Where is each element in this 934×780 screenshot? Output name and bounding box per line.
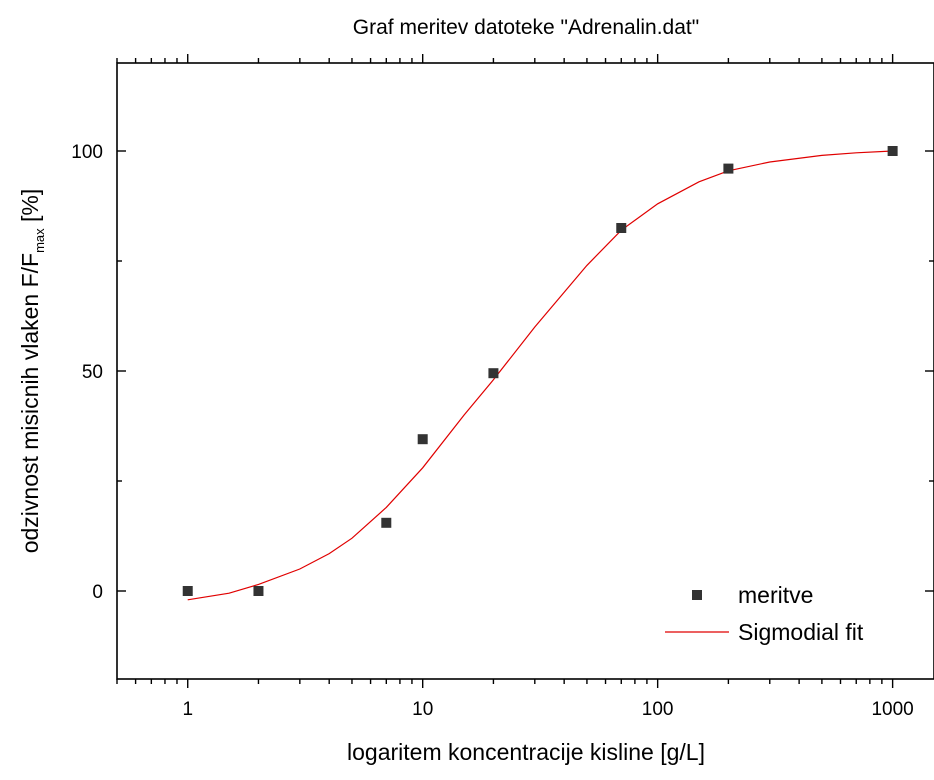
data-point	[182, 586, 193, 596]
data-point	[723, 163, 734, 174]
data-point	[616, 223, 627, 233]
y-tick-label: 0	[92, 582, 103, 603]
x-axis-label: logaritem koncentracije kisline [g/L]	[347, 739, 705, 765]
data-point	[488, 368, 499, 379]
data-point	[887, 146, 898, 156]
legend-marker-meritve	[692, 590, 702, 600]
x-tick-label: 100	[642, 699, 674, 720]
y-axis-label-suffix: [%]	[17, 189, 43, 229]
y-axis-label: odzivnost misicnih vlaken F/Fmax [%]	[17, 189, 47, 554]
x-tick-label: 10	[412, 699, 433, 720]
y-axis-label-subscript: max	[32, 228, 47, 253]
data-point	[253, 586, 264, 596]
legend-label-meritve: meritve	[738, 582, 813, 608]
y-axis-label-main: odzivnost misicnih vlaken F/F	[17, 253, 43, 553]
data-point	[417, 434, 428, 445]
sigmoidal-fit-line	[187, 150, 893, 601]
x-axis-ticks: 1 10 100 1000	[116, 54, 914, 720]
legend: meritve Sigmodial fit	[665, 582, 864, 645]
chart-title: Graf meritev datoteke "Adrenalin.dat"	[353, 16, 699, 39]
x-tick-label: 1	[182, 699, 193, 720]
measurement-points	[182, 146, 898, 596]
y-tick-label: 100	[71, 142, 103, 163]
y-axis-ticks: 0 50 100	[71, 142, 934, 603]
legend-label-sigmoidal-fit: Sigmodial fit	[738, 619, 864, 645]
x-tick-label: 1000	[871, 699, 913, 720]
y-tick-label: 50	[82, 362, 103, 383]
data-point	[381, 517, 392, 528]
